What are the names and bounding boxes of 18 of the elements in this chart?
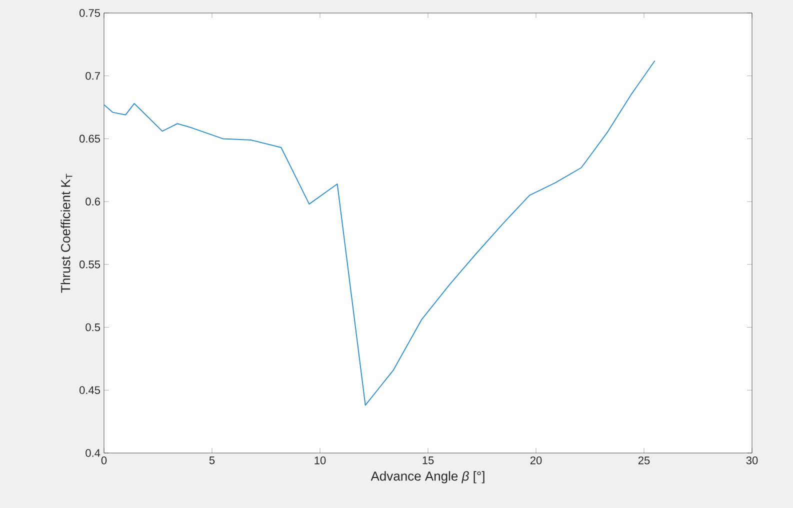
y-axis-title: Thrust Coefficient K$_{T}$ xyxy=(60,174,72,293)
x-tick-label: 25 xyxy=(638,456,650,464)
y-tick-label: 0.6 xyxy=(86,198,100,206)
y-tick-label: 0.45 xyxy=(80,386,100,394)
line-series xyxy=(104,60,656,406)
y-tick-label: 0.7 xyxy=(86,72,100,80)
x-tick-label: 5 xyxy=(209,456,215,464)
y-tick-label: 0.75 xyxy=(80,9,100,17)
y-tick-label: 0.55 xyxy=(80,260,100,268)
x-axis-title: Advance Angle β [°] xyxy=(370,471,484,484)
x-tick-label: 10 xyxy=(314,456,326,464)
y-tick-label: 0.4 xyxy=(86,449,100,457)
y-tick-label: 0.65 xyxy=(80,134,100,143)
x-tick-label: 20 xyxy=(530,456,542,464)
x-tick-label: 0 xyxy=(101,456,107,464)
y-tick-label: 0.5 xyxy=(86,323,100,332)
x-tick-label: 15 xyxy=(422,456,434,464)
x-tick-label: 30 xyxy=(746,456,758,464)
